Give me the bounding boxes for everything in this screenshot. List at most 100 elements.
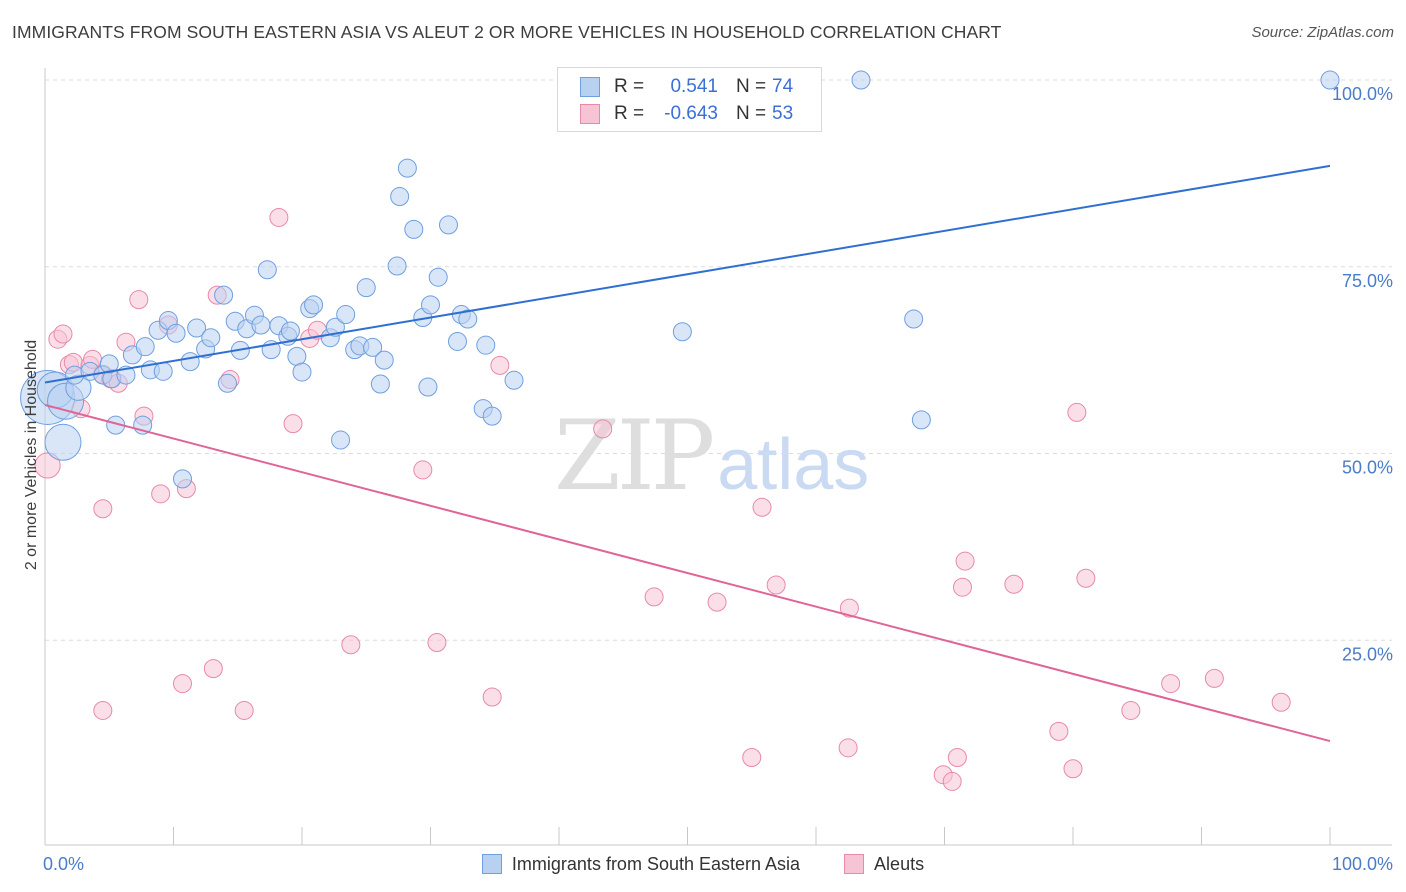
n-value: 53 bbox=[772, 103, 794, 124]
se-asia-point bbox=[904, 309, 924, 329]
se-asia-point bbox=[447, 331, 467, 351]
aleuts-point bbox=[942, 771, 962, 791]
aleuts-point bbox=[93, 700, 113, 720]
se-asia-point bbox=[438, 215, 458, 235]
trend-lines bbox=[44, 164, 1331, 743]
se-asia-point bbox=[172, 469, 192, 489]
aleuts-point bbox=[838, 738, 858, 758]
se-asia-point bbox=[482, 406, 502, 426]
legend-row-se-asia: R = 0.541 N = 74 bbox=[580, 75, 793, 99]
se-asia-point bbox=[135, 337, 155, 357]
aleuts-point bbox=[742, 748, 762, 768]
legend-row-aleuts: R = -0.643 N = 53 bbox=[580, 102, 793, 126]
aleuts-swatch bbox=[580, 104, 600, 124]
aleuts-point bbox=[203, 659, 223, 679]
se-asia-point bbox=[201, 328, 221, 348]
se-asia-point bbox=[44, 423, 82, 461]
y-tick-label: 25.0% bbox=[1342, 644, 1393, 664]
n-label: N = bbox=[736, 76, 767, 97]
se-asia-point bbox=[911, 410, 931, 430]
aleuts-point bbox=[593, 419, 613, 439]
se-asia-point bbox=[214, 285, 234, 305]
se-asia-point bbox=[374, 350, 394, 370]
se-asia-point bbox=[421, 295, 440, 315]
se-asia-point bbox=[387, 256, 407, 276]
se-asia-point bbox=[428, 267, 448, 287]
aleuts-point bbox=[839, 598, 859, 618]
axis-labels: 25.0% 50.0% 75.0% 100.0% 0.0% 100.0% 2 or more… bbox=[23, 84, 1393, 874]
se-asia-point bbox=[280, 321, 300, 341]
se-asia-point bbox=[370, 374, 390, 394]
r-label: R = bbox=[614, 103, 645, 124]
r-label: R = bbox=[614, 76, 645, 97]
se-asia-point bbox=[217, 373, 237, 393]
aleuts-legend-label: Aleuts bbox=[874, 853, 925, 874]
se-asia-point bbox=[325, 317, 345, 337]
se-asia-point bbox=[153, 361, 173, 381]
se-asia-point bbox=[304, 295, 324, 315]
aleuts-point bbox=[341, 635, 361, 655]
axes bbox=[44, 68, 1392, 846]
aleuts-point bbox=[1049, 721, 1069, 741]
se-asia-point bbox=[1320, 70, 1340, 90]
series-legend: Immigrants from South Eastern Asia Aleut… bbox=[0, 850, 1406, 878]
se-asia-point bbox=[251, 315, 271, 335]
aleuts-point bbox=[482, 687, 502, 707]
grid-lines bbox=[45, 79, 1392, 641]
aleuts-point bbox=[1161, 674, 1181, 694]
se-asia-point bbox=[390, 187, 410, 207]
se-asia-trend-line bbox=[44, 164, 1331, 384]
aleuts-point bbox=[1067, 402, 1087, 422]
aleuts-point bbox=[947, 748, 967, 768]
aleuts-point bbox=[952, 577, 972, 597]
aleuts-point bbox=[269, 207, 289, 227]
aleuts-point bbox=[490, 355, 510, 375]
se-asia-point bbox=[187, 318, 207, 338]
aleuts-point bbox=[707, 592, 727, 612]
se-asia-point bbox=[166, 323, 186, 343]
aleuts-point bbox=[34, 452, 61, 479]
source-label: Source: ZipAtlas.com bbox=[1251, 24, 1394, 41]
aleuts-point bbox=[1076, 568, 1096, 588]
aleuts-point bbox=[151, 484, 171, 504]
se-asia-point bbox=[257, 260, 277, 280]
se-asia-point bbox=[458, 309, 478, 329]
aleuts-legend-swatch bbox=[844, 854, 865, 874]
se-asia-point bbox=[99, 354, 119, 374]
aleuts-point bbox=[1204, 668, 1224, 688]
watermark: ZIPatlas bbox=[554, 400, 869, 512]
se-asia-point bbox=[476, 335, 496, 355]
x-tick-label: 0.0% bbox=[43, 854, 84, 874]
y-tick-label: 100.0% bbox=[1332, 84, 1393, 104]
aleuts-point bbox=[93, 499, 113, 519]
se-asia-point bbox=[404, 219, 424, 239]
aleuts-point bbox=[172, 674, 192, 694]
aleuts-point bbox=[53, 324, 73, 344]
watermark-atlas: atlas bbox=[717, 425, 870, 505]
aleuts-point bbox=[1004, 574, 1024, 594]
legend-item-aleuts: Aleuts bbox=[844, 854, 924, 875]
r-value: 0.541 bbox=[670, 76, 718, 97]
aleuts-point bbox=[129, 290, 149, 310]
n-label: N = bbox=[736, 103, 767, 124]
se-asia-legend-label: Immigrants from South Eastern Asia bbox=[511, 853, 801, 874]
se-asia-point bbox=[363, 337, 383, 357]
aleuts-point bbox=[766, 575, 786, 595]
n-value: 74 bbox=[772, 76, 794, 97]
se-asia-swatch bbox=[580, 77, 600, 97]
aleuts-point bbox=[644, 587, 664, 607]
r-value: -0.643 bbox=[664, 103, 718, 124]
se-asia-points bbox=[20, 70, 1340, 489]
aleuts-point bbox=[234, 700, 254, 720]
aleuts-point bbox=[283, 414, 303, 434]
se-asia-point bbox=[397, 158, 417, 178]
aleuts-trend-line bbox=[44, 403, 1331, 743]
legend-item-se-asia: Immigrants from South Eastern Asia bbox=[481, 853, 801, 875]
se-asia-point bbox=[418, 377, 438, 397]
se-asia-point bbox=[504, 370, 524, 390]
chart-title: IMMIGRANTS FROM SOUTH EASTERN ASIA VS AL… bbox=[12, 22, 1002, 42]
aleuts-point bbox=[1063, 759, 1083, 779]
aleuts-point bbox=[427, 632, 447, 652]
aleuts-point bbox=[752, 497, 772, 517]
